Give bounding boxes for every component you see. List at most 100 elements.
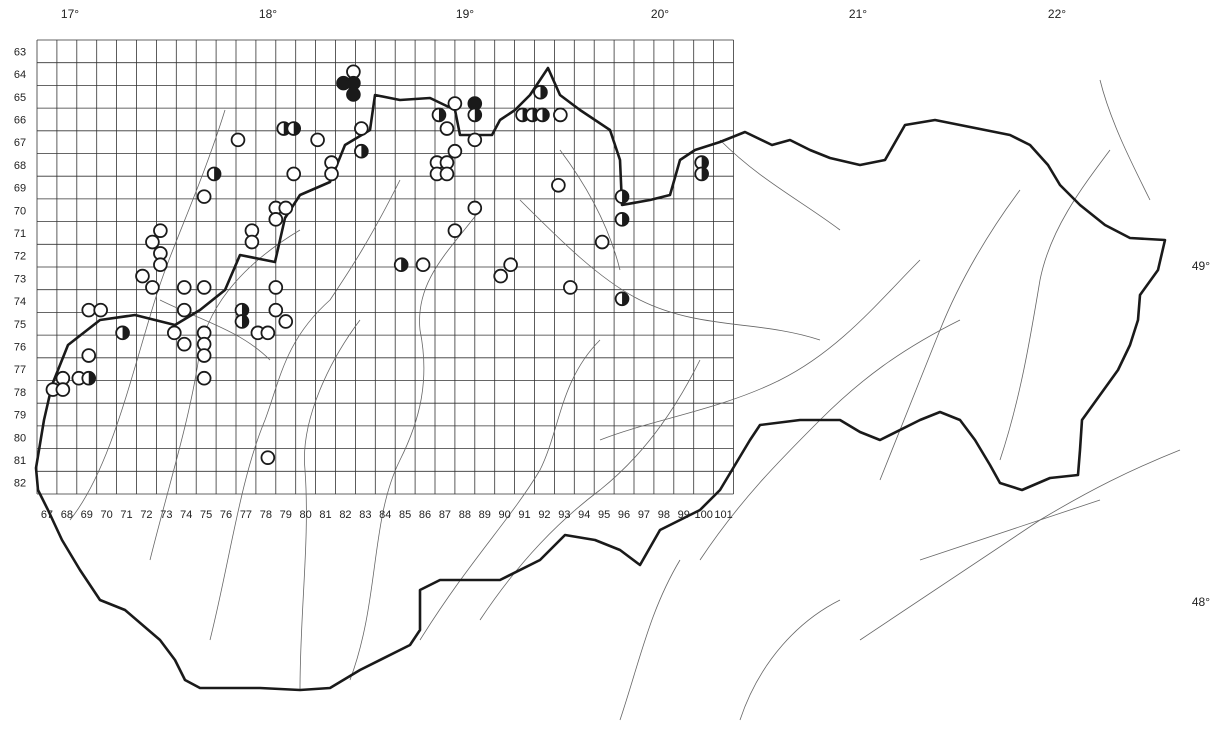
- occurrence-open-circle: [503, 257, 518, 273]
- column-number-label: 69: [81, 509, 93, 521]
- occurrence-half-circle: [234, 314, 250, 329]
- river-line: [159, 299, 271, 361]
- column-number-label: 99: [678, 509, 690, 521]
- column-number-label: 87: [439, 509, 451, 521]
- longitude-label: 20°: [651, 7, 669, 21]
- row-number-label: 68: [14, 160, 26, 172]
- column-number-label: 68: [61, 509, 73, 521]
- column-number-label: 89: [479, 509, 491, 521]
- column-number-label: 95: [598, 509, 610, 521]
- occurrence-open-circle: [81, 348, 97, 363]
- row-number-label: 78: [14, 387, 26, 399]
- row-number-label: 71: [14, 228, 26, 240]
- occurrence-open-circle: [176, 280, 192, 295]
- column-number-label: 94: [578, 509, 590, 521]
- column-number-label: 100: [694, 509, 712, 521]
- occurrence-half-circle: [694, 166, 709, 182]
- column-number-label: 85: [399, 509, 411, 521]
- column-number-label: 91: [518, 509, 530, 521]
- occurrence-half-circle: [206, 166, 222, 182]
- occurrence-half-circle: [115, 325, 130, 341]
- column-number-label: 77: [240, 509, 252, 521]
- column-number-label: 84: [379, 509, 391, 521]
- occurrence-open-circle: [447, 223, 463, 238]
- row-number-label: 64: [14, 69, 26, 81]
- column-number-label: 74: [180, 509, 192, 521]
- latitude-label: 49°: [1192, 259, 1210, 273]
- occurrence-open-circle: [278, 314, 294, 329]
- row-number-label: 69: [14, 183, 26, 195]
- column-number-label: 71: [120, 509, 132, 521]
- occurrence-open-circle: [563, 280, 578, 295]
- occurrence-half-circle: [431, 107, 447, 123]
- river-line: [419, 339, 601, 641]
- column-number-label: 70: [101, 509, 113, 521]
- occurrence-half-circle: [614, 189, 630, 204]
- row-number-label: 70: [14, 205, 26, 217]
- occurrence-open-circle: [93, 302, 108, 318]
- river-line: [209, 179, 401, 641]
- column-number-label: 82: [339, 509, 351, 521]
- occurrence-open-circle: [145, 280, 160, 295]
- river-line: [739, 599, 841, 721]
- row-number-label: 79: [14, 410, 26, 422]
- river-line: [699, 319, 961, 561]
- occurrence-open-circle: [447, 96, 463, 111]
- row-number-label: 67: [14, 137, 26, 149]
- occurrence-open-circle: [196, 370, 212, 386]
- occurrence-half-circle: [354, 143, 369, 159]
- row-number-label: 82: [14, 478, 26, 490]
- occurrence-open-circle: [55, 382, 71, 397]
- occurrence-open-circle: [145, 234, 160, 250]
- occurrence-open-circle: [310, 132, 325, 148]
- river-line: [519, 199, 821, 341]
- river-line: [879, 189, 1021, 481]
- longitude-label: 17°: [61, 7, 79, 21]
- column-number-label: 93: [558, 509, 570, 521]
- occurrence-half-circle: [533, 84, 548, 100]
- occurrence-open-circle: [268, 302, 284, 318]
- occurrence-open-circle: [594, 234, 610, 250]
- column-number-label: 72: [140, 509, 152, 521]
- occurrence-open-circle: [493, 268, 508, 284]
- occurrence-open-circle: [196, 189, 212, 204]
- river-line: [1099, 79, 1151, 201]
- occurrence-open-circle: [268, 280, 284, 295]
- occurrence-open-circle: [551, 177, 566, 193]
- occurrence-open-circle: [278, 200, 294, 216]
- longitude-label: 18°: [259, 7, 277, 21]
- occurrence-open-circle: [268, 212, 284, 227]
- river-line: [559, 149, 621, 271]
- occurrence-open-circle: [244, 234, 260, 250]
- river-network: [69, 79, 1181, 721]
- longitude-label: 22°: [1048, 7, 1066, 21]
- column-number-label: 101: [714, 509, 732, 521]
- occurrence-half-circle: [467, 107, 483, 123]
- occurrence-open-circle: [439, 121, 455, 136]
- river-line: [859, 449, 1181, 641]
- column-number-label: 79: [280, 509, 292, 521]
- river-line: [69, 109, 226, 521]
- row-number-label: 80: [14, 432, 26, 444]
- row-number-label: 75: [14, 319, 26, 331]
- occurrence-open-circle: [196, 348, 212, 363]
- occurrence-open-circle: [286, 166, 302, 182]
- occurrence-open-circle: [135, 268, 150, 284]
- occurrence-open-circle: [447, 143, 463, 159]
- river-line: [619, 559, 681, 721]
- row-number-label: 73: [14, 273, 26, 285]
- occurrence-open-circle: [553, 107, 568, 123]
- river-line: [349, 209, 481, 681]
- occurrence-half-circle: [535, 107, 550, 123]
- occurrence-half-circle: [393, 257, 409, 273]
- occurrence-open-circle: [467, 200, 483, 216]
- occurrence-half-circle: [614, 291, 630, 307]
- row-number-label: 63: [14, 46, 26, 58]
- occurrence-open-circle: [260, 450, 276, 465]
- column-number-label: 78: [260, 509, 272, 521]
- column-number-label: 81: [319, 509, 331, 521]
- river-line: [719, 139, 841, 231]
- column-number-label: 67: [41, 509, 53, 521]
- occurrence-open-circle: [196, 280, 212, 295]
- row-number-label: 72: [14, 251, 26, 263]
